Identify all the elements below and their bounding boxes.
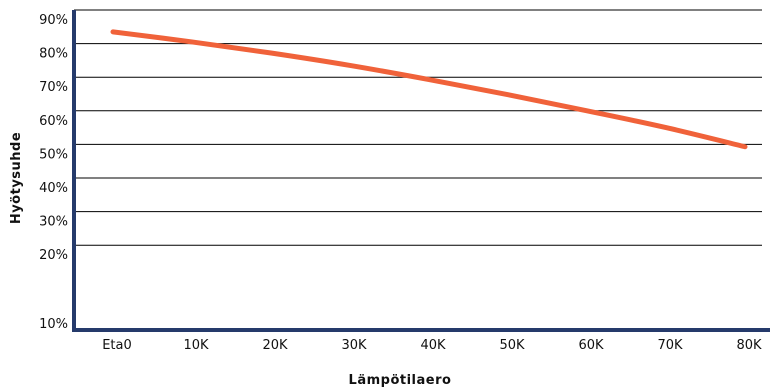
y-tick-label: 60% — [39, 114, 68, 129]
y-tick-labels: 10% 20% 30% 40% 50% 60% 70% 80% 90% — [39, 13, 68, 332]
y-tick-label: 40% — [39, 181, 68, 196]
y-tick-label: 90% — [39, 13, 68, 28]
y-tick-label: 20% — [39, 248, 68, 263]
x-tick-label: 30K — [341, 338, 367, 353]
series-layer — [110, 29, 748, 150]
x-tick-label: 70K — [657, 338, 683, 353]
x-tick-label: 80K — [736, 338, 762, 353]
x-tick-label: 40K — [420, 338, 446, 353]
series-line — [110, 29, 748, 150]
x-tick-labels: Eta0 10K 20K 30K 40K 50K 60K 70K 80K — [102, 338, 762, 353]
y-tick-label: 50% — [39, 147, 68, 162]
y-tick-label: 80% — [39, 47, 68, 62]
y-tick-label: 70% — [39, 80, 68, 95]
x-tick-label: 50K — [499, 338, 525, 353]
x-axis-title: Lämpötilaero — [349, 373, 452, 388]
y-tick-label: 30% — [39, 215, 68, 230]
x-tick-label: 20K — [262, 338, 288, 353]
y-axis-title: Hyötysuhde — [9, 132, 24, 224]
x-tick-label: Eta0 — [102, 338, 132, 353]
x-tick-label: 60K — [578, 338, 604, 353]
y-tick-label: 10% — [39, 317, 68, 332]
x-tick-label: 10K — [183, 338, 209, 353]
